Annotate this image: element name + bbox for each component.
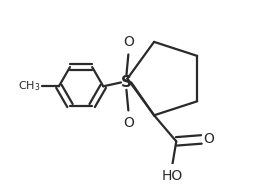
Text: O: O <box>123 116 134 130</box>
Text: S: S <box>121 75 132 90</box>
Text: HO: HO <box>162 169 183 183</box>
Text: O: O <box>203 132 214 146</box>
Text: O: O <box>123 35 134 49</box>
Text: CH$_3$: CH$_3$ <box>18 79 40 93</box>
